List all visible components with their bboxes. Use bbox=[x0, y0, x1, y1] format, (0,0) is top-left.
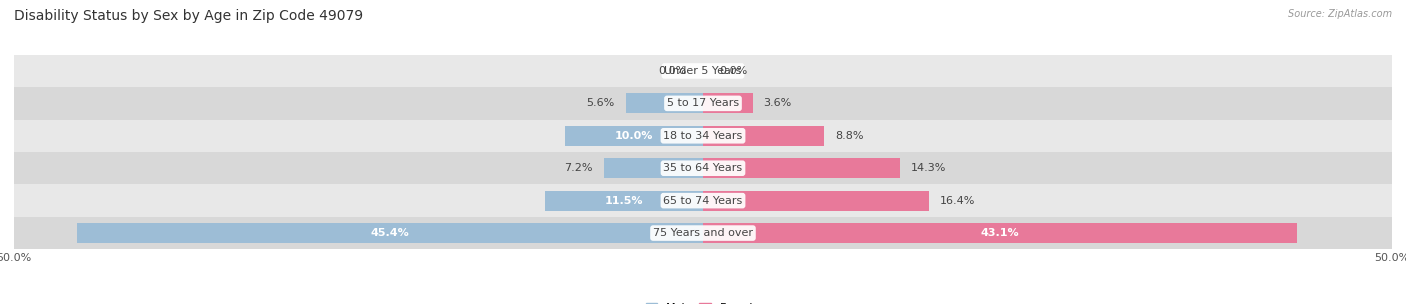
Bar bbox=[77, 223, 703, 243]
Text: 14.3%: 14.3% bbox=[911, 163, 946, 173]
Text: 43.1%: 43.1% bbox=[980, 228, 1019, 238]
Text: Under 5 Years: Under 5 Years bbox=[665, 66, 741, 76]
Text: 11.5%: 11.5% bbox=[605, 196, 643, 206]
Bar bbox=[703, 126, 824, 146]
Bar bbox=[14, 119, 1392, 152]
Bar bbox=[626, 93, 703, 113]
Text: 16.4%: 16.4% bbox=[941, 196, 976, 206]
Legend: Male, Female: Male, Female bbox=[641, 298, 765, 304]
Text: 0.0%: 0.0% bbox=[658, 66, 686, 76]
Text: 10.0%: 10.0% bbox=[614, 131, 654, 141]
Bar bbox=[544, 191, 703, 211]
Text: 65 to 74 Years: 65 to 74 Years bbox=[664, 196, 742, 206]
Bar bbox=[703, 191, 929, 211]
Text: 75 Years and over: 75 Years and over bbox=[652, 228, 754, 238]
Text: 45.4%: 45.4% bbox=[371, 228, 409, 238]
Text: 8.8%: 8.8% bbox=[835, 131, 863, 141]
Bar bbox=[14, 55, 1392, 87]
Bar bbox=[14, 217, 1392, 249]
Bar bbox=[703, 93, 752, 113]
Text: Disability Status by Sex by Age in Zip Code 49079: Disability Status by Sex by Age in Zip C… bbox=[14, 9, 363, 23]
Text: 3.6%: 3.6% bbox=[763, 98, 792, 108]
Bar bbox=[565, 126, 703, 146]
Text: 35 to 64 Years: 35 to 64 Years bbox=[664, 163, 742, 173]
Text: 7.2%: 7.2% bbox=[564, 163, 593, 173]
Text: Source: ZipAtlas.com: Source: ZipAtlas.com bbox=[1288, 9, 1392, 19]
Bar bbox=[14, 185, 1392, 217]
Bar bbox=[14, 152, 1392, 185]
Bar bbox=[703, 158, 900, 178]
Bar bbox=[703, 223, 1296, 243]
Text: 5 to 17 Years: 5 to 17 Years bbox=[666, 98, 740, 108]
Bar bbox=[603, 158, 703, 178]
Text: 0.0%: 0.0% bbox=[720, 66, 748, 76]
Bar bbox=[14, 87, 1392, 119]
Text: 18 to 34 Years: 18 to 34 Years bbox=[664, 131, 742, 141]
Text: 5.6%: 5.6% bbox=[586, 98, 614, 108]
